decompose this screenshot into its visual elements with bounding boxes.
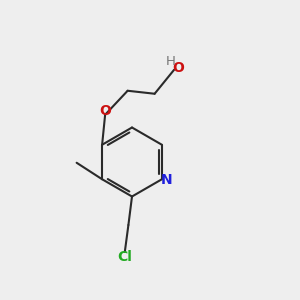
Text: N: N [161,173,173,187]
Text: H: H [166,55,176,68]
Text: O: O [172,61,184,75]
Text: Cl: Cl [117,250,132,264]
Text: O: O [99,104,111,118]
